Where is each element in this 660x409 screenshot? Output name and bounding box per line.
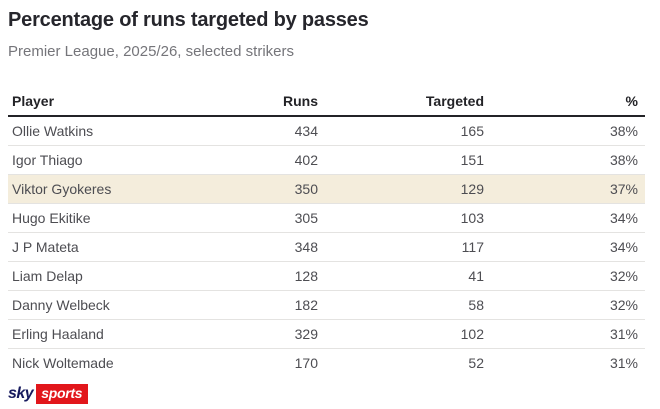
table-row: Viktor Gyokeres 350 129 37% [8,175,645,204]
targeted-value: 41 [468,268,484,284]
player-name: Viktor Gyokeres [12,181,112,197]
stats-table: Player Runs Targeted % Ollie Watkins 434… [8,86,645,377]
player-name: Hugo Ekitike [12,210,91,226]
runs-value: 305 [294,210,318,226]
targeted-value: 151 [460,152,484,168]
targeted-value: 58 [468,297,484,313]
runs-value: 128 [294,268,318,284]
player-name: Nick Woltemade [12,355,114,371]
table-row: Nick Woltemade 170 52 31% [8,349,645,377]
pct-value: 38% [609,123,638,139]
pct-value: 37% [609,181,638,197]
sports-logo-badge: sports [36,384,89,404]
player-name: Erling Haaland [12,326,104,342]
page-title: Percentage of runs targeted by passes [8,9,369,31]
targeted-value: 165 [460,123,484,139]
runs-value: 348 [294,239,318,255]
pct-value: 32% [609,268,638,284]
table-row: Hugo Ekitike 305 103 34% [8,204,645,233]
pct-value: 34% [609,210,638,226]
column-header-targeted: Targeted [425,92,484,109]
page-subtitle: Premier League, 2025/26, selected strike… [8,43,294,60]
table-row: Ollie Watkins 434 165 38% [8,117,645,146]
player-name: Liam Delap [12,268,83,284]
targeted-value: 129 [460,181,484,197]
column-header-player: Player [12,92,55,109]
pct-value: 34% [609,239,638,255]
targeted-value: 103 [460,210,484,226]
table-row: Erling Haaland 329 102 31% [8,320,645,349]
runs-value: 402 [294,152,318,168]
runs-value: 350 [294,181,318,197]
runs-value: 170 [294,355,318,371]
column-header-pct: % [625,92,638,109]
table-header-row: Player Runs Targeted % [8,86,645,117]
sky-logo-text: sky [8,385,34,402]
column-header-runs: Runs [283,92,318,109]
pct-value: 32% [609,297,638,313]
table-row: J P Mateta 348 117 34% [8,233,645,262]
targeted-value: 52 [468,355,484,371]
runs-value: 182 [294,297,318,313]
sky-sports-logo: sky sports [8,384,89,404]
pct-value: 31% [609,326,638,342]
player-name: Igor Thiago [12,152,83,168]
player-name: Danny Welbeck [12,297,110,313]
player-name: Ollie Watkins [12,123,94,139]
table-row: Liam Delap 128 41 32% [8,262,645,291]
pct-value: 38% [609,152,638,168]
table-body: Ollie Watkins 434 165 38% Igor Thiago 40… [8,117,645,377]
targeted-value: 117 [461,239,484,255]
table-row: Igor Thiago 402 151 38% [8,146,645,175]
player-name: J P Mateta [12,239,79,255]
table-row: Danny Welbeck 182 58 32% [8,291,645,320]
runs-value: 434 [294,123,318,139]
targeted-value: 102 [460,326,484,342]
pct-value: 31% [609,355,638,371]
runs-value: 329 [294,326,318,342]
